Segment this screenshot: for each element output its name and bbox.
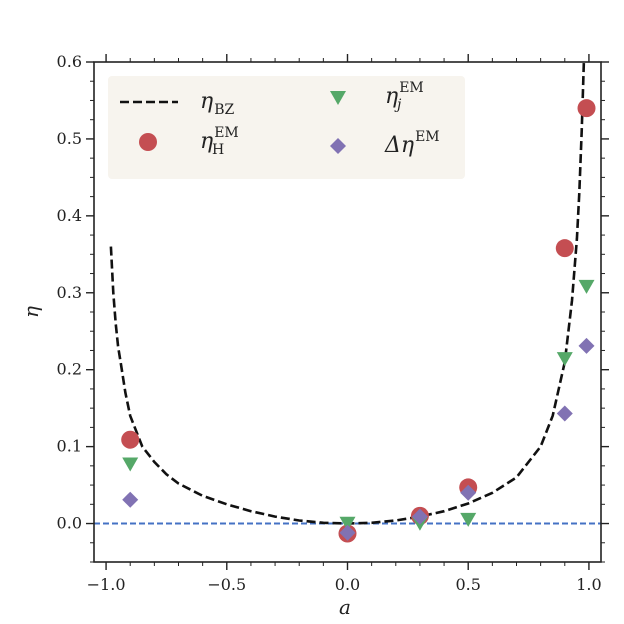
legend-label-sub: H (212, 142, 224, 158)
legend-label-base: η (385, 84, 398, 109)
data-point-diamond (122, 491, 139, 508)
data-point-diamond (411, 508, 428, 525)
y-tick-label: 0.2 (57, 360, 82, 379)
y-tick-label: 0.6 (57, 52, 82, 71)
y-tick-label: 0.3 (57, 283, 82, 302)
y-tick-label: 0.4 (57, 206, 82, 225)
x-tick-label: 1.0 (576, 575, 601, 594)
legend-label: ηBZ (200, 89, 234, 118)
legend-marker-diamond (330, 138, 346, 154)
data-point-triangle-down (556, 352, 573, 367)
data-point-triangle-down (339, 516, 356, 531)
legend-entry-2: ηEM j (330, 80, 424, 113)
data-point-diamond (578, 337, 595, 354)
legend-label-sub: j (394, 97, 402, 113)
data-point-triangle-down (460, 512, 477, 527)
data-point-circle (577, 99, 596, 118)
data-point-triangle-down (122, 457, 139, 472)
data-point-diamond (339, 524, 356, 541)
series-line-eta-bz (109, 62, 586, 525)
legend-label-base: η (200, 129, 213, 154)
legend-label-base: η (200, 89, 213, 114)
data-point-diamond (460, 484, 477, 501)
data-point-diamond (556, 405, 573, 422)
series-2 (122, 279, 595, 531)
legend-entry-3: ΔηEM (330, 129, 440, 158)
x-tick-label: 0.0 (335, 575, 360, 594)
data-point-triangle-down (578, 279, 595, 294)
x-tick-label: −0.5 (207, 575, 246, 594)
data-point-circle (121, 430, 140, 449)
legend-marker-triangle-down (330, 91, 346, 105)
data-point-circle (555, 239, 574, 258)
legend-entry-0: ηBZ (120, 89, 234, 118)
y-tick-label: 0.0 (57, 514, 82, 533)
series-0 (109, 62, 586, 525)
x-axis-label: a (339, 595, 351, 619)
legend-label-sup: EM (214, 125, 239, 141)
y-tick-label: 0.5 (57, 129, 82, 148)
series-3 (122, 337, 595, 541)
legend-label: ηEM j (385, 80, 424, 113)
legend-label: ηEM H (200, 125, 239, 158)
y-axis-label: η (19, 306, 43, 318)
y-tick-label: 0.1 (57, 437, 82, 456)
axes: −1.0 −0.5 0.0 0.5 1.0 0.0 0.1 0.2 0.3 0.4 0.5 0.6 (57, 52, 609, 594)
legend-label: ΔηEM (384, 129, 440, 158)
legend-label-sup: EM (415, 129, 440, 145)
legend-box (108, 76, 465, 179)
x-tick-label: 0.5 (455, 575, 480, 594)
legend-label-base: Δη (384, 133, 414, 158)
series-layer (109, 62, 596, 543)
legend-label-sup: EM (399, 80, 424, 96)
legend-marker-circle (139, 133, 157, 151)
legend-label-sub: BZ (214, 102, 234, 118)
legend-entry-1: ηEM H (139, 125, 239, 158)
x-tick-label: −1.0 (87, 575, 126, 594)
